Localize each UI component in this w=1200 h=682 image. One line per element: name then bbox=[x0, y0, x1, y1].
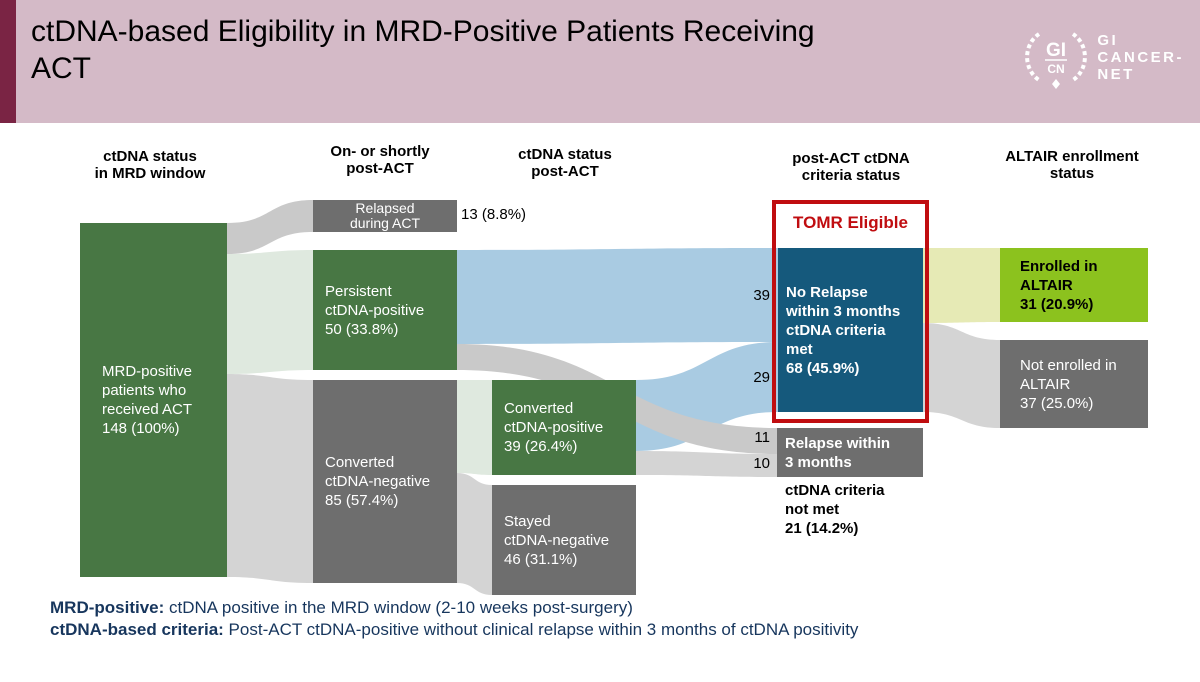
node-no-relapse-criteria-met: No Relapse within 3 months ctDNA criteri… bbox=[778, 248, 923, 412]
node-stayed-negative: Stayed ctDNA-negative 46 (31.1%) bbox=[492, 485, 636, 595]
column-header-altair-status: ALTAIR enrollment status bbox=[1005, 148, 1139, 182]
laurel-wreath-icon: GI CN bbox=[1025, 32, 1088, 89]
accent-strip bbox=[0, 0, 16, 123]
column-header-post-act-status: ctDNA status post-ACT bbox=[518, 146, 612, 180]
node-relapse-within-3-months: Relapse within 3 months bbox=[777, 428, 923, 477]
footnote-ctdna-criteria: ctDNA-based criteria: Post-ACT ctDNA-pos… bbox=[50, 620, 858, 640]
label-criteria-not-met: ctDNA criteria not met 21 (14.2%) bbox=[785, 482, 885, 537]
footnote-term: MRD-positive: bbox=[50, 598, 165, 617]
label-relapsed-count: 13 (8.8%) bbox=[461, 206, 527, 223]
node-not-enrolled-altair: Not enrolled in ALTAIR 37 (25.0%) bbox=[1000, 340, 1148, 428]
footnote-term: ctDNA-based criteria: bbox=[50, 620, 224, 639]
column-header-criteria-status: post-ACT ctDNA criteria status bbox=[792, 150, 910, 184]
node-converted-positive: Converted ctDNA-positive 39 (26.4%) bbox=[492, 380, 636, 475]
logo-monogram-top: GI bbox=[1046, 40, 1066, 61]
flow-value-11: 11 bbox=[754, 429, 770, 446]
page-title: ctDNA-based Eligibility in MRD-Positive … bbox=[31, 15, 815, 85]
node-relapsed-during-act: Relapsed during ACT bbox=[313, 200, 457, 232]
logo-wordmark: GI CANCER- NET bbox=[1097, 31, 1184, 83]
node-enrolled-altair: Enrolled in ALTAIR 31 (20.9%) bbox=[1000, 248, 1148, 322]
column-header-mrd-window: ctDNA status in MRD window bbox=[94, 148, 206, 182]
flow-value-39: 39 bbox=[753, 287, 770, 304]
footnote-text: ctDNA positive in the MRD window (2-10 w… bbox=[164, 598, 633, 617]
header-band: ctDNA-based Eligibility in MRD-Positive … bbox=[0, 0, 1200, 123]
node-mrd-positive: MRD-positive patients who received ACT 1… bbox=[80, 223, 227, 577]
node-persistent-positive: Persistent ctDNA-positive 50 (33.8%) bbox=[313, 250, 457, 370]
flow-value-10: 10 bbox=[753, 455, 770, 472]
flow-value-29: 29 bbox=[753, 369, 770, 386]
footnote-mrd-positive: MRD-positive: ctDNA positive in the MRD … bbox=[50, 598, 633, 618]
node-converted-negative: Converted ctDNA-negative 85 (57.4%) bbox=[313, 380, 457, 583]
column-header-on-post-act: On- or shortly post-ACT bbox=[330, 143, 430, 177]
logo-monogram-bottom: CN bbox=[1048, 62, 1065, 76]
gi-cancer-net-logo: GI CN GI CANCER- NET bbox=[1025, 24, 1184, 90]
footnote-text: Post-ACT ctDNA-positive without clinical… bbox=[223, 620, 859, 639]
